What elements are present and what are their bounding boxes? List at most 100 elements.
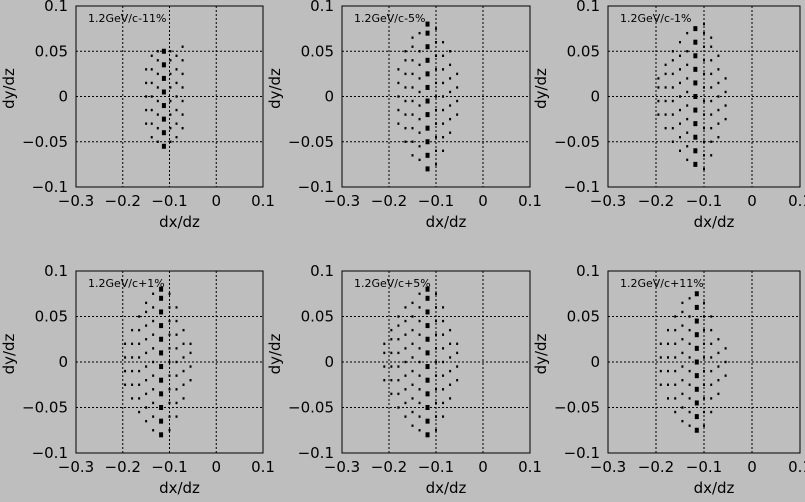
- scatter-point: [418, 333, 421, 336]
- scatter-point: [659, 356, 662, 359]
- chart-panel-6: −0.3 −0.2 −0.1 0 0.1 0.1 0.05 0 −0.05 −0.1 dx/dz dy…: [532, 262, 805, 497]
- scatter-point: [681, 310, 684, 314]
- y-tick-label: 0.1: [44, 0, 68, 15]
- y-tick-label: −0.05: [288, 399, 334, 417]
- scatter-point: [442, 388, 445, 391]
- scatter-point: [671, 86, 674, 89]
- scatter-point: [397, 365, 400, 368]
- scatter-point: [679, 54, 681, 57]
- scatter-point: [175, 388, 178, 391]
- scatter-point: [693, 148, 698, 154]
- scatter-point: [159, 391, 164, 397]
- x-axis-label: dx/dz: [159, 213, 200, 231]
- scatter-point: [411, 383, 414, 386]
- x-tick-label: 0: [747, 192, 757, 210]
- scatter-point: [411, 140, 414, 143]
- scatter-point: [724, 77, 727, 80]
- scatter-point: [717, 54, 720, 57]
- scatter-point: [175, 415, 178, 418]
- scatter-point: [189, 365, 192, 368]
- scatter-point: [175, 319, 178, 323]
- scatter-point: [664, 113, 667, 116]
- y-tick-label: 0.1: [310, 262, 334, 280]
- scatter-point: [404, 388, 407, 391]
- scatter-point: [674, 383, 677, 386]
- x-tick-label: 0.1: [518, 458, 542, 476]
- scatter-point: [152, 347, 155, 350]
- scatter-point: [449, 383, 452, 386]
- scatter-point: [686, 90, 689, 94]
- scatter-point: [159, 377, 164, 383]
- scatter-point: [425, 432, 430, 438]
- scatter-point: [674, 342, 677, 345]
- x-tick-label: −0.1: [151, 192, 187, 210]
- scatter-point: [456, 86, 459, 89]
- scatter-point: [181, 86, 184, 89]
- scatter-point: [159, 405, 164, 410]
- scatter-point: [664, 99, 667, 103]
- scatter-point: [418, 429, 421, 432]
- scatter-point: [442, 149, 445, 152]
- scatter-point: [169, 99, 172, 103]
- scatter-point: [189, 379, 192, 382]
- scatter-point: [425, 405, 430, 410]
- scatter-point: [710, 342, 713, 345]
- scatter-point: [181, 72, 184, 76]
- chart-panel-5: −0.3 −0.2 −0.1 0 0.1 0.1 0.05 0 −0.05 −0.1 dx/dz dy…: [266, 262, 542, 497]
- scatter-point: [710, 126, 713, 130]
- scatter-point: [152, 388, 155, 391]
- scatter-point: [688, 328, 691, 332]
- chart-panel-1: −0.3 −0.2 −0.1 0 0.1 0.1 0.05 0 −0.05 −0.1 dx/dz dy…: [0, 0, 275, 231]
- scatter-point: [686, 63, 689, 67]
- scatter-point: [435, 347, 437, 350]
- y-tick-label: 0: [58, 88, 68, 106]
- scatter-point: [435, 306, 437, 309]
- scatter-point: [693, 94, 698, 99]
- scatter-point: [383, 351, 386, 355]
- y-tick-label: 0: [590, 88, 600, 106]
- x-tick-label: 0: [478, 458, 488, 476]
- scatter-point: [411, 424, 414, 427]
- scatter-point: [681, 324, 684, 327]
- y-tick-label: 0: [58, 353, 68, 371]
- scatter-point: [397, 108, 400, 112]
- scatter-point: [456, 72, 459, 76]
- scatter-point: [418, 306, 421, 309]
- scatter-point: [456, 365, 459, 368]
- scatter-point: [138, 315, 141, 318]
- scatter-point: [145, 351, 148, 355]
- scatter-point: [175, 136, 178, 139]
- scatter-point: [710, 383, 713, 386]
- scatter-point: [435, 149, 437, 152]
- scatter-point: [138, 369, 141, 373]
- scatter-point: [442, 347, 445, 350]
- scatter-point: [442, 333, 445, 336]
- scatter-point: [442, 319, 445, 323]
- y-tick-label: 0: [590, 353, 600, 371]
- scatter-point: [449, 397, 452, 400]
- scatter-point: [442, 54, 445, 57]
- scatter-point: [442, 415, 445, 418]
- scatter-point: [671, 113, 674, 116]
- x-tick-label: 0.1: [518, 192, 542, 210]
- scatter-point: [152, 374, 155, 377]
- scatter-point: [693, 39, 698, 45]
- scatter-point: [724, 117, 727, 121]
- scatter-point: [411, 99, 414, 103]
- scatter-point: [159, 350, 164, 356]
- scatter-point: [418, 77, 421, 80]
- scatter-point: [456, 379, 459, 382]
- scatter-point: [703, 301, 705, 305]
- scatter-point: [418, 104, 421, 107]
- scatter-point: [161, 130, 166, 136]
- scatter-point: [703, 369, 705, 373]
- scatter-point: [710, 356, 713, 359]
- scatter-point: [425, 57, 430, 63]
- y-tick-label: −0.05: [22, 133, 68, 151]
- scatter-point: [664, 86, 667, 89]
- y-tick-label: 0: [324, 353, 334, 371]
- scatter-point: [710, 140, 713, 143]
- scatter-point: [703, 59, 705, 62]
- scatter-point: [679, 81, 681, 85]
- scatter-point: [435, 163, 437, 166]
